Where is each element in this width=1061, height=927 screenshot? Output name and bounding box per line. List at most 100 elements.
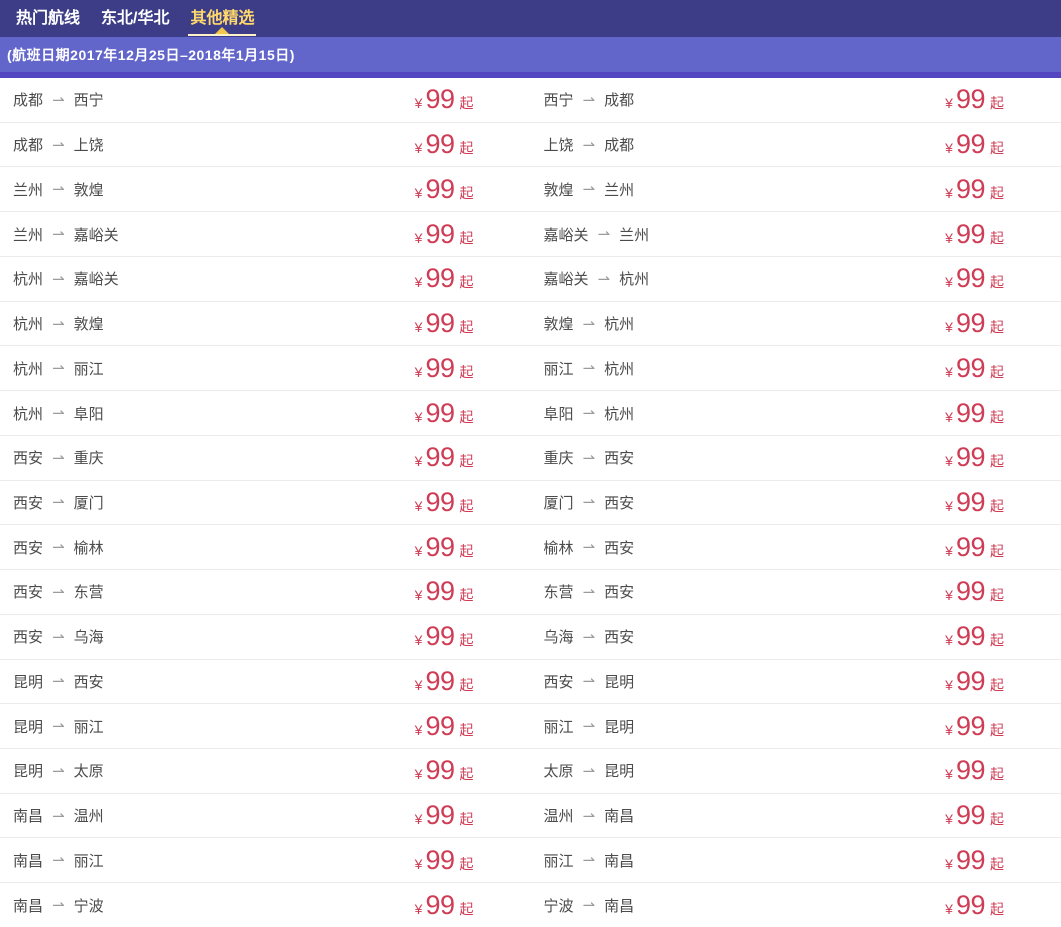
- fare-cell[interactable]: 昆明 ⇀ 丽江 ¥99 起: [0, 704, 531, 748]
- route-arrow-icon: ⇀: [52, 226, 65, 244]
- fare-cell[interactable]: 南昌 ⇀ 温州 ¥99 起: [0, 794, 531, 838]
- price-suffix: 起: [990, 140, 1004, 157]
- fare-cell[interactable]: 阜阳 ⇀ 杭州 ¥99 起: [531, 391, 1061, 435]
- fare-cell[interactable]: 东营 ⇀ 西安 ¥99 起: [531, 570, 1061, 614]
- route-label: 上饶 ⇀ 成都: [544, 134, 635, 155]
- price: ¥99 起: [415, 621, 474, 652]
- price-amount: 99: [955, 397, 986, 428]
- fare-cell[interactable]: 嘉峪关 ⇀ 兰州 ¥99 起: [531, 212, 1061, 256]
- price: ¥99 起: [415, 532, 474, 563]
- price: ¥99 起: [415, 442, 474, 473]
- fare-cell[interactable]: 西宁 ⇀ 成都 ¥99 起: [531, 78, 1061, 122]
- fare-cell[interactable]: 南昌 ⇀ 宁波 ¥99 起: [0, 883, 531, 927]
- price-amount: 99: [425, 308, 455, 339]
- price-suffix: 起: [459, 676, 474, 693]
- route-label: 敦煌 ⇀ 兰州: [544, 179, 635, 200]
- route-label: 西安 ⇀ 榆林: [13, 537, 104, 558]
- currency-symbol: ¥: [945, 766, 953, 783]
- price: ¥99 起: [945, 129, 1004, 160]
- route-label: 阜阳 ⇀ 杭州: [544, 403, 635, 424]
- destination-city: 丽江: [73, 852, 104, 870]
- fare-cell[interactable]: 杭州 ⇀ 敦煌 ¥99 起: [0, 302, 531, 346]
- destination-city: 阜阳: [73, 405, 104, 423]
- fare-cell[interactable]: 西安 ⇀ 乌海 ¥99 起: [0, 615, 531, 659]
- banner-divider: [0, 72, 1061, 78]
- fare-cell[interactable]: 西安 ⇀ 厦门 ¥99 起: [0, 481, 531, 525]
- destination-city: 西安: [604, 539, 635, 557]
- fare-cell[interactable]: 丽江 ⇀ 昆明 ¥99 起: [531, 704, 1061, 748]
- tab-other-picks[interactable]: 其他精选: [188, 0, 257, 37]
- fare-cell[interactable]: 温州 ⇀ 南昌 ¥99 起: [531, 794, 1061, 838]
- fare-cell[interactable]: 杭州 ⇀ 嘉峪关 ¥99 起: [0, 257, 531, 301]
- fare-cell[interactable]: 敦煌 ⇀ 兰州 ¥99 起: [531, 167, 1061, 211]
- price-amount: 99: [425, 84, 455, 115]
- fare-cell[interactable]: 榆林 ⇀ 西安 ¥99 起: [531, 525, 1061, 569]
- price-suffix: 起: [990, 766, 1004, 783]
- price-amount: 99: [425, 218, 455, 249]
- origin-city: 昆明: [13, 763, 44, 781]
- destination-city: 西安: [604, 450, 635, 468]
- fare-cell[interactable]: 杭州 ⇀ 丽江 ¥99 起: [0, 346, 531, 390]
- price: ¥99 起: [415, 174, 474, 205]
- fare-cell[interactable]: 嘉峪关 ⇀ 杭州 ¥99 起: [531, 257, 1061, 301]
- destination-city: 昆明: [604, 763, 635, 781]
- tab-northeast-north-china[interactable]: 东北/华北: [101, 10, 170, 27]
- route-arrow-icon: ⇀: [582, 91, 596, 109]
- fare-cell[interactable]: 昆明 ⇀ 太原 ¥99 起: [0, 749, 531, 793]
- destination-city: 重庆: [73, 450, 104, 468]
- currency-symbol: ¥: [945, 587, 953, 604]
- price: ¥99 起: [945, 755, 1004, 786]
- fare-cell[interactable]: 西安 ⇀ 昆明 ¥99 起: [531, 660, 1061, 704]
- route-arrow-icon: ⇀: [582, 673, 596, 691]
- origin-city: 敦煌: [543, 316, 574, 334]
- fare-cell[interactable]: 丽江 ⇀ 杭州 ¥99 起: [531, 346, 1061, 390]
- destination-city: 丽江: [73, 718, 104, 736]
- route-label: 杭州 ⇀ 敦煌: [13, 313, 104, 334]
- route-arrow-icon: ⇀: [582, 762, 596, 780]
- currency-symbol: ¥: [945, 319, 953, 336]
- fare-cell[interactable]: 上饶 ⇀ 成都 ¥99 起: [531, 123, 1061, 167]
- table-row: 西安 ⇀ 榆林 ¥99 起 榆林 ⇀ 西安 ¥99 起: [0, 525, 1061, 571]
- tab-hot-routes[interactable]: 热门航线: [16, 10, 81, 27]
- price: ¥99 起: [945, 263, 1004, 294]
- currency-symbol: ¥: [414, 229, 423, 246]
- fare-cell[interactable]: 兰州 ⇀ 敦煌 ¥99 起: [0, 167, 531, 211]
- price-suffix: 起: [990, 497, 1004, 514]
- fare-cell[interactable]: 厦门 ⇀ 西安 ¥99 起: [531, 481, 1061, 525]
- fare-cell[interactable]: 成都 ⇀ 上饶 ¥99 起: [0, 123, 531, 167]
- fare-cell[interactable]: 西安 ⇀ 重庆 ¥99 起: [0, 436, 531, 480]
- origin-city: 杭州: [13, 316, 44, 334]
- price-suffix: 起: [459, 274, 474, 291]
- currency-symbol: ¥: [945, 676, 953, 693]
- price: ¥99 起: [945, 219, 1004, 250]
- price: ¥99 起: [945, 398, 1004, 429]
- fare-cell[interactable]: 西安 ⇀ 东营 ¥99 起: [0, 570, 531, 614]
- origin-city: 杭州: [13, 405, 44, 423]
- fare-cell[interactable]: 兰州 ⇀ 嘉峪关 ¥99 起: [0, 212, 531, 256]
- fare-cell[interactable]: 西安 ⇀ 榆林 ¥99 起: [0, 525, 531, 569]
- origin-city: 昆明: [13, 673, 44, 691]
- destination-city: 南昌: [604, 808, 635, 826]
- currency-symbol: ¥: [945, 453, 953, 470]
- fare-cell[interactable]: 南昌 ⇀ 丽江 ¥99 起: [0, 838, 531, 882]
- table-row: 昆明 ⇀ 太原 ¥99 起太原 ⇀ 昆明 ¥99 起: [0, 749, 1061, 794]
- fare-cell[interactable]: 重庆 ⇀ 西安 ¥99 起: [531, 436, 1061, 480]
- price-suffix: 起: [990, 453, 1004, 470]
- price-suffix: 起: [990, 632, 1004, 649]
- currency-symbol: ¥: [414, 676, 423, 693]
- route-arrow-icon: ⇀: [582, 807, 596, 825]
- table-row: 西安 ⇀ 东营 ¥99 起东营 ⇀ 西安 ¥99 起: [0, 570, 1061, 615]
- fare-cell[interactable]: 乌海 ⇀ 西安 ¥99 起: [531, 615, 1061, 659]
- currency-symbol: ¥: [945, 363, 953, 380]
- fare-cell[interactable]: 太原 ⇀ 昆明 ¥99 起: [531, 749, 1061, 793]
- fare-cell[interactable]: 杭州 ⇀ 阜阳 ¥99 起: [0, 391, 531, 435]
- destination-city: 敦煌: [73, 316, 104, 334]
- fare-cell[interactable]: 丽江 ⇀ 南昌 ¥99 起: [531, 838, 1061, 882]
- origin-city: 成都: [13, 137, 44, 155]
- fare-cell[interactable]: 敦煌 ⇀ 杭州 ¥99 起: [531, 302, 1061, 346]
- fare-cell[interactable]: 昆明 ⇀ 西安 ¥99 起: [0, 660, 531, 704]
- fare-cell[interactable]: 成都 ⇀ 西宁 ¥99 起: [0, 78, 531, 122]
- fare-cell[interactable]: 宁波 ⇀ 南昌 ¥99 起: [531, 883, 1061, 927]
- price: ¥99 起: [415, 263, 474, 294]
